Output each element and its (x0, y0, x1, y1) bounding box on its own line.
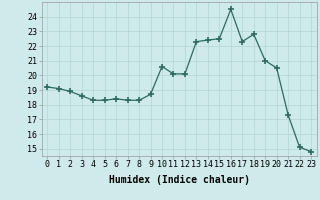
X-axis label: Humidex (Indice chaleur): Humidex (Indice chaleur) (109, 175, 250, 185)
